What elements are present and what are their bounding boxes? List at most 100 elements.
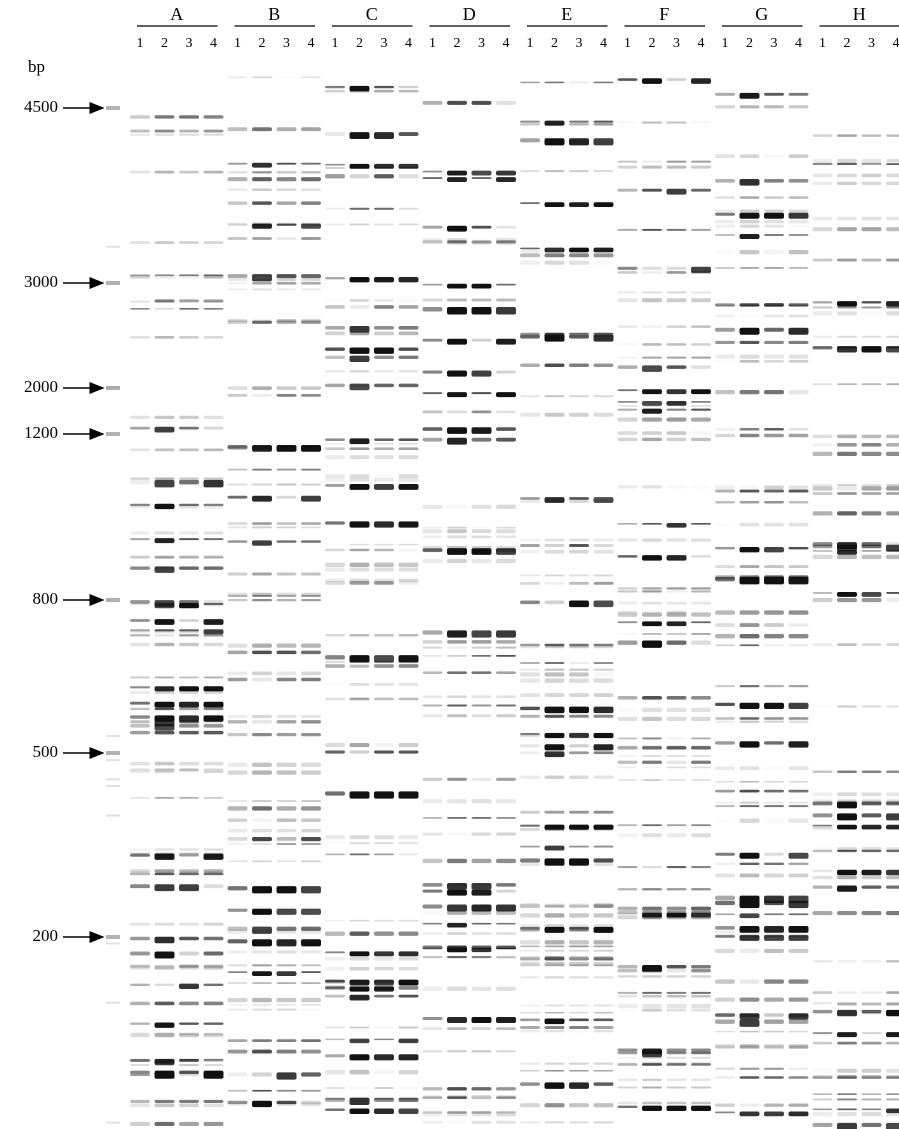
band <box>715 250 735 254</box>
band <box>545 574 565 576</box>
band <box>252 522 272 525</box>
band <box>569 1012 589 1014</box>
band <box>399 743 419 747</box>
band <box>325 438 345 441</box>
band <box>642 78 662 84</box>
band <box>618 590 638 592</box>
band <box>715 766 735 770</box>
band <box>691 602 711 605</box>
band <box>423 817 443 819</box>
band <box>594 858 614 862</box>
band <box>837 217 857 221</box>
band <box>447 427 467 434</box>
band <box>618 761 638 764</box>
band <box>423 370 443 373</box>
band <box>277 163 297 165</box>
band <box>667 389 687 394</box>
band <box>789 896 809 903</box>
band <box>862 1093 882 1095</box>
band <box>691 640 711 644</box>
band <box>496 226 516 229</box>
band <box>423 548 443 552</box>
band <box>277 829 297 832</box>
band <box>691 409 711 411</box>
band <box>204 884 224 888</box>
band <box>204 241 224 244</box>
band <box>569 913 589 917</box>
band <box>399 655 419 662</box>
band <box>155 731 175 735</box>
band <box>545 600 565 604</box>
band <box>691 161 711 163</box>
band <box>837 492 857 495</box>
band <box>374 356 394 359</box>
band <box>789 1020 809 1024</box>
band <box>886 1093 899 1095</box>
band <box>545 544 565 547</box>
band <box>594 956 614 960</box>
band <box>618 389 638 391</box>
band <box>569 582 589 585</box>
band <box>301 829 321 832</box>
band <box>496 284 516 286</box>
band <box>155 478 175 480</box>
band <box>204 603 224 605</box>
band <box>301 800 321 802</box>
band <box>155 937 175 944</box>
band <box>569 668 589 670</box>
band <box>277 672 297 676</box>
band <box>179 853 199 856</box>
band <box>325 299 345 301</box>
band <box>472 630 492 637</box>
band <box>520 250 540 254</box>
band <box>350 1109 370 1114</box>
band <box>447 1111 467 1114</box>
band <box>374 1039 394 1041</box>
band <box>228 469 248 471</box>
band <box>277 1004 297 1006</box>
band <box>691 438 711 441</box>
band <box>496 171 516 176</box>
band <box>204 506 224 508</box>
band <box>740 926 760 933</box>
band <box>252 237 272 240</box>
band <box>374 299 394 301</box>
band <box>301 818 321 821</box>
band <box>204 762 224 766</box>
band <box>447 546 467 548</box>
band <box>204 873 224 875</box>
band <box>667 1004 687 1008</box>
band <box>740 434 760 438</box>
band <box>301 715 321 718</box>
band <box>204 984 224 986</box>
band <box>228 599 248 601</box>
band <box>594 138 614 145</box>
band <box>667 1051 687 1054</box>
band <box>569 500 589 503</box>
band <box>594 1063 614 1065</box>
band <box>789 873 809 877</box>
band <box>886 134 899 137</box>
band <box>204 937 224 941</box>
band <box>374 132 394 139</box>
band <box>350 751 370 754</box>
band <box>277 386 297 389</box>
band <box>789 790 809 792</box>
marker-band <box>106 785 120 787</box>
band <box>715 565 735 568</box>
band <box>715 213 735 216</box>
band <box>179 966 199 970</box>
band <box>691 755 711 757</box>
band <box>130 504 150 506</box>
band <box>130 1059 150 1061</box>
band <box>496 956 516 958</box>
band <box>179 130 199 133</box>
band <box>642 824 662 826</box>
band <box>618 1057 638 1059</box>
band <box>520 828 540 831</box>
band <box>715 234 735 236</box>
band <box>715 315 735 318</box>
band <box>130 923 150 926</box>
band <box>715 105 735 108</box>
band <box>350 348 370 354</box>
